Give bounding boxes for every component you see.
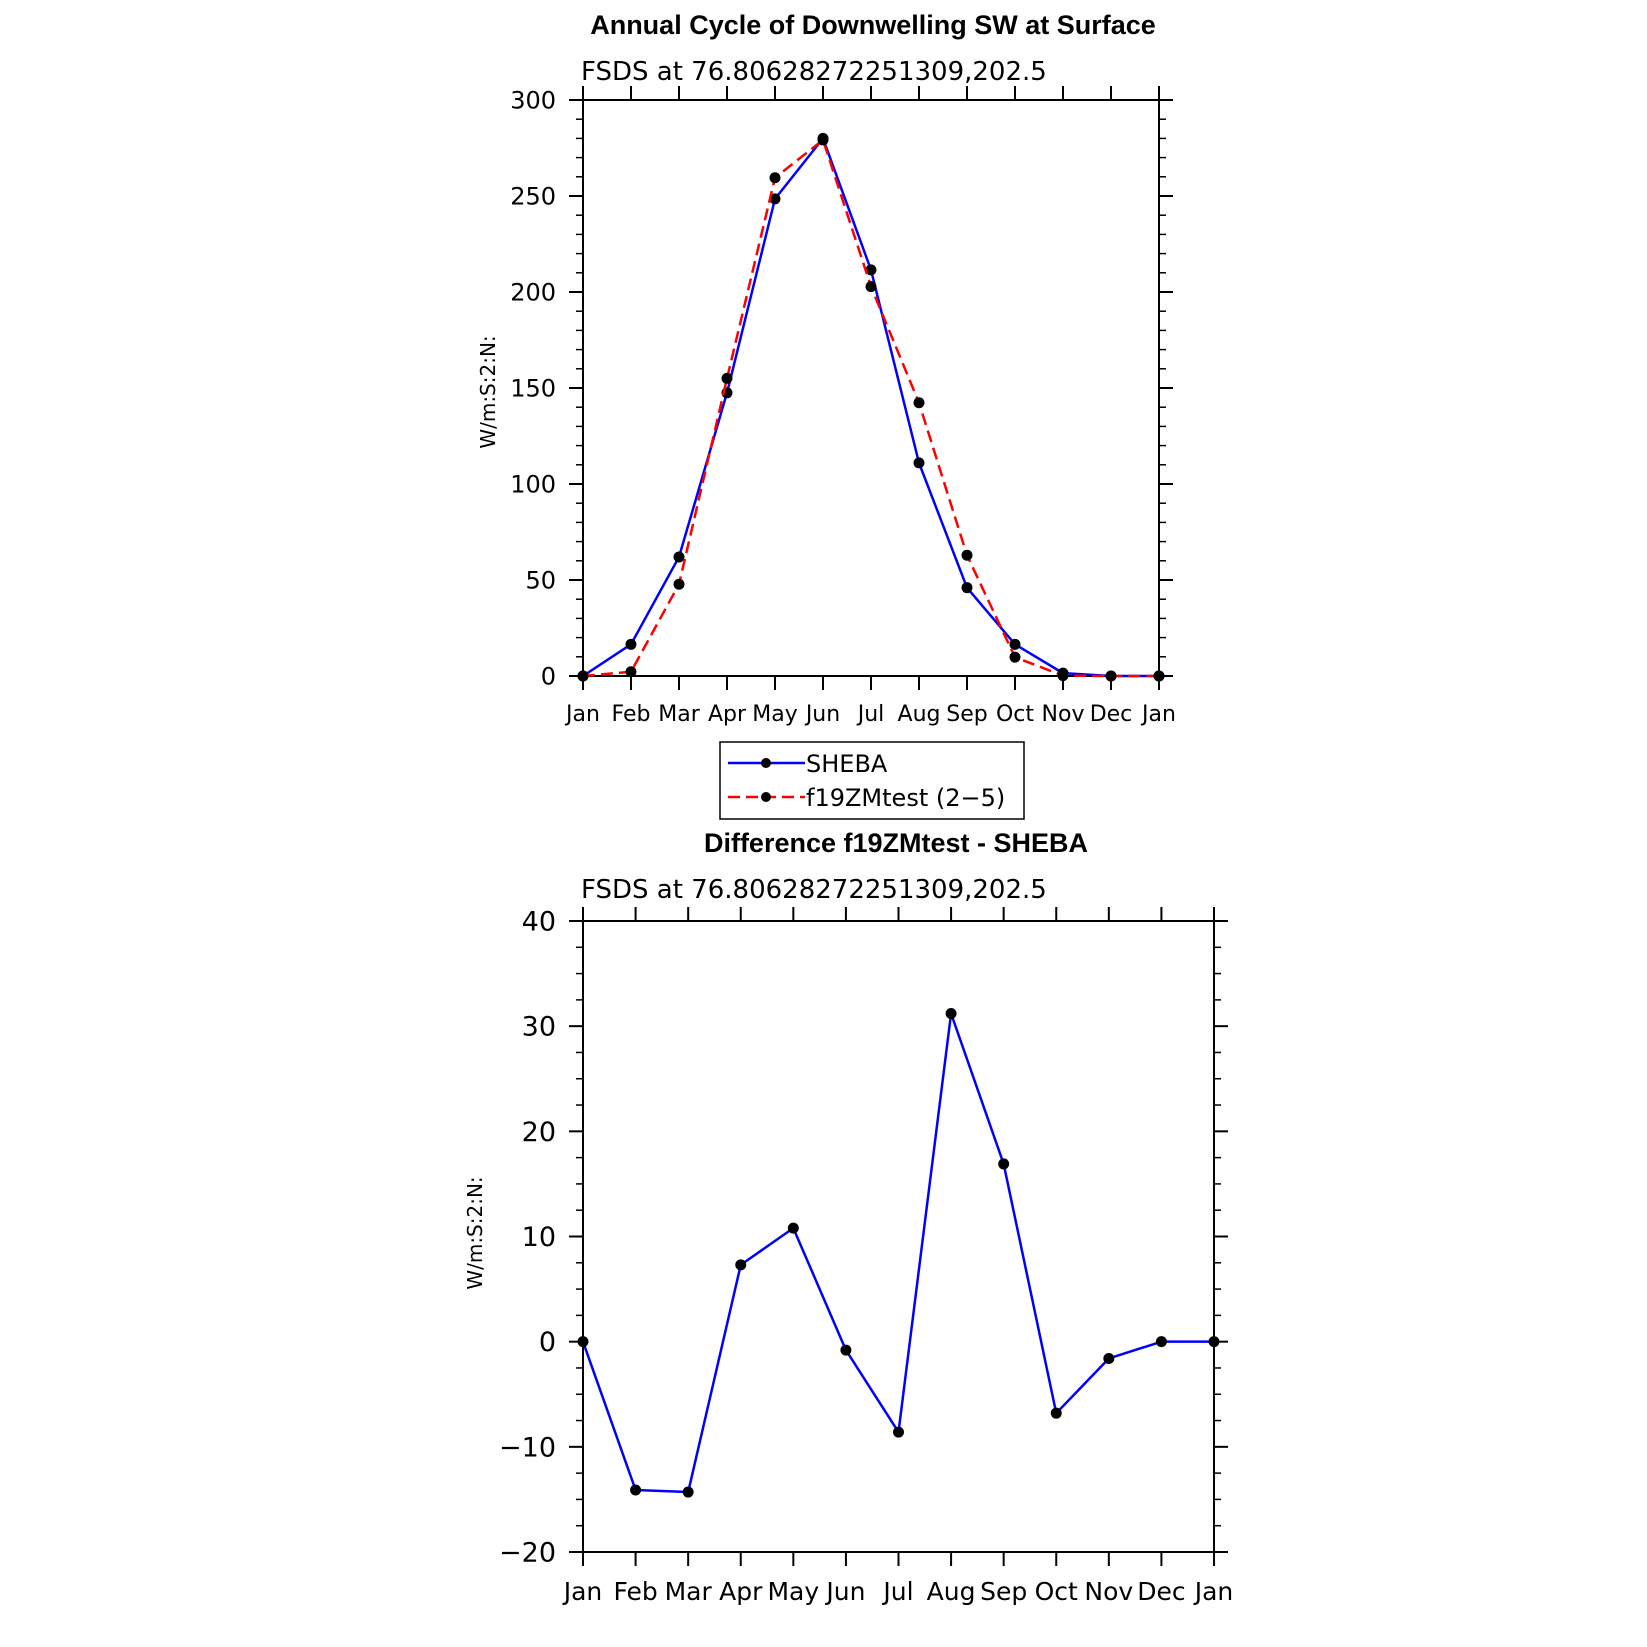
plot-frame	[582, 99, 1160, 677]
data-point-difference	[840, 1344, 852, 1356]
series-line-sheba	[582, 137, 1159, 678]
y-tick-label: 300	[510, 86, 556, 114]
data-point-difference	[893, 1426, 904, 1438]
data-point-difference	[945, 1008, 957, 1020]
data-point-sheba	[625, 638, 637, 650]
data-point-sheba	[769, 193, 781, 205]
series-line-difference	[581, 1012, 1214, 1494]
chart-title: Annual Cycle of Downwelling SW at Surfac…	[590, 10, 1156, 40]
series-line-f19zmtest-2-5	[582, 138, 1159, 678]
data-point-f19zmtest-2-5	[1057, 670, 1069, 682]
data-point-difference	[1155, 1336, 1167, 1348]
y-tick-label: 30	[522, 1012, 556, 1043]
data-point-difference	[682, 1486, 694, 1498]
x-tick-label: Jun	[804, 702, 840, 727]
x-tick-label: Jan	[1193, 1577, 1234, 1606]
data-point-difference	[787, 1222, 799, 1234]
x-tick-label: Feb	[613, 1577, 657, 1606]
legend-label-sheba: SHEBA	[806, 750, 888, 778]
y-tick-label: 20	[522, 1117, 556, 1148]
data-point-sheba	[1009, 638, 1021, 650]
data-point-f19zmtest-2-5	[817, 134, 829, 146]
y-axis-label: W/m:S:2:N:	[476, 335, 500, 448]
y-tick-label: 150	[510, 374, 556, 402]
x-tick-label: Jul	[881, 1577, 913, 1606]
y-tick-label: 0	[539, 1327, 556, 1358]
legend-marker-f19zmtest	[761, 792, 771, 802]
chart-title: Difference f19ZMtest - SHEBA	[704, 828, 1088, 858]
y-tick-label: 200	[510, 278, 556, 306]
data-point-sheba	[673, 551, 685, 563]
y-axis-label: W/m:S:2:N:	[463, 1176, 487, 1289]
x-tick-label: Sep	[980, 1577, 1027, 1606]
legend-marker-sheba	[761, 758, 771, 768]
difference-chart: Difference f19ZMtest - SHEBA FSDS at 76.…	[463, 828, 1233, 1606]
data-point-f19zmtest-2-5	[1105, 670, 1117, 682]
data-point-f19zmtest-2-5	[865, 281, 877, 293]
data-point-difference	[630, 1484, 642, 1496]
data-point-difference	[1050, 1407, 1062, 1419]
x-tick-label: May	[752, 702, 797, 727]
y-tick-label: −10	[499, 1432, 556, 1463]
chart-subtitle: FSDS at 76.80628272251309,202.5	[581, 875, 1047, 905]
x-tick-label: Oct	[996, 702, 1034, 727]
data-point-sheba	[961, 582, 973, 594]
y-tick-label: −20	[499, 1538, 556, 1569]
x-tick-label: Dec	[1090, 702, 1133, 727]
data-point-sheba	[913, 457, 925, 469]
y-tick-label: 40	[522, 907, 556, 938]
y-tick-label: 10	[522, 1222, 556, 1253]
x-tick-label: Jan	[1140, 702, 1176, 727]
data-point-sheba	[865, 264, 877, 276]
y-tick-label: 0	[541, 662, 556, 690]
data-point-f19zmtest-2-5	[1153, 670, 1165, 682]
data-point-f19zmtest-2-5	[1009, 651, 1021, 663]
data-point-f19zmtest-2-5	[769, 172, 781, 184]
x-tick-label: Apr	[708, 702, 747, 727]
data-point-f19zmtest-2-5	[913, 397, 925, 409]
data-point-difference	[1103, 1352, 1115, 1364]
y-tick-label: 100	[510, 470, 556, 498]
x-tick-label: Jan	[562, 1577, 603, 1606]
x-tick-label: Dec	[1137, 1577, 1185, 1606]
data-point-f19zmtest-2-5	[961, 549, 973, 561]
x-tick-label: Mar	[658, 702, 700, 727]
chart-subtitle: FSDS at 76.80628272251309,202.5	[581, 57, 1047, 87]
x-tick-label: Apr	[719, 1577, 763, 1606]
data-point-difference	[577, 1336, 589, 1348]
x-tick-label: Jun	[824, 1577, 865, 1606]
data-point-difference	[1208, 1336, 1220, 1348]
data-point-difference	[735, 1259, 747, 1271]
annual-cycle-chart: Annual Cycle of Downwelling SW at Surfac…	[476, 10, 1176, 727]
x-tick-label: Mar	[665, 1577, 713, 1606]
x-tick-label: May	[767, 1577, 819, 1606]
legend: SHEBA f19ZMtest (2−5)	[719, 741, 1025, 820]
x-tick-label: Oct	[1035, 1577, 1078, 1606]
x-tick-label: Nov	[1084, 1577, 1133, 1606]
y-tick-label: 50	[525, 566, 556, 594]
x-tick-label: Jul	[856, 702, 885, 727]
data-point-f19zmtest-2-5	[577, 670, 589, 682]
x-tick-label: Aug	[898, 702, 941, 727]
x-tick-label: Sep	[946, 702, 987, 727]
x-tick-label: Nov	[1042, 702, 1085, 727]
legend-label-f19zmtest: f19ZMtest (2−5)	[806, 784, 1005, 812]
x-tick-label: Aug	[927, 1577, 976, 1606]
x-tick-label: Feb	[612, 702, 651, 727]
x-tick-label: Jan	[564, 702, 600, 727]
data-point-f19zmtest-2-5	[625, 666, 637, 678]
y-tick-label: 250	[510, 182, 556, 210]
plot-frame	[582, 920, 1215, 1553]
data-point-f19zmtest-2-5	[673, 578, 685, 590]
data-point-f19zmtest-2-5	[721, 372, 733, 384]
data-point-difference	[998, 1158, 1010, 1170]
legend-box	[719, 741, 1025, 820]
